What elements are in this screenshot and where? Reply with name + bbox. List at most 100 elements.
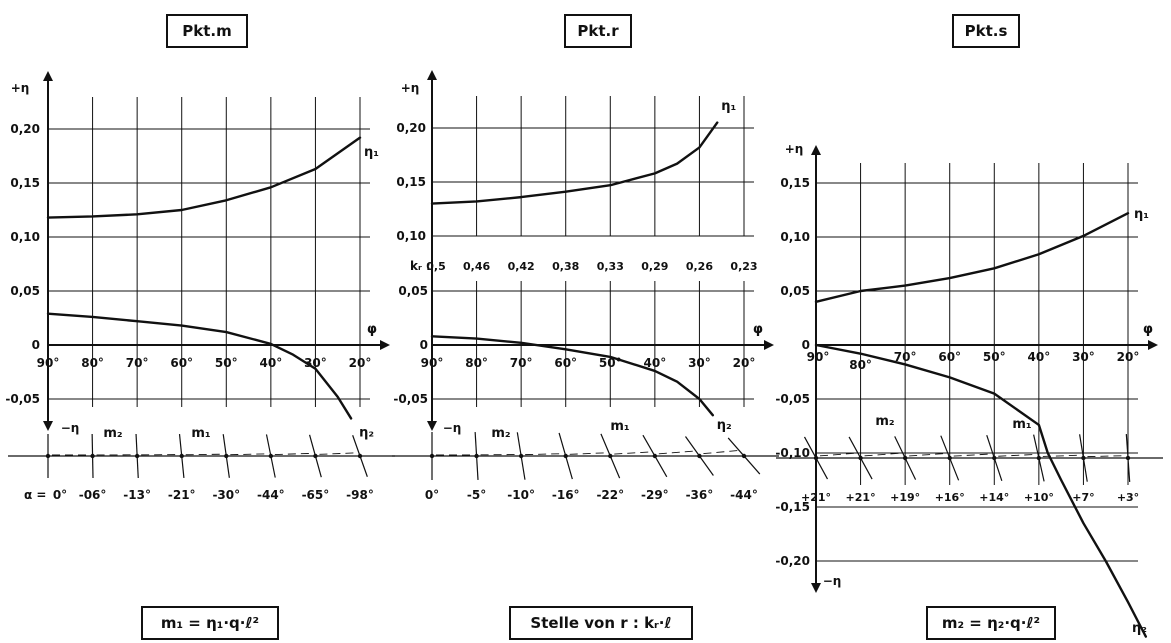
s-y-axis-arrow-up [811, 145, 821, 155]
panel-title-r: Pkt.r [564, 14, 632, 48]
r-xtick-label-2: 70° [510, 356, 533, 370]
m-x-axis-arrow [380, 340, 390, 350]
r-kr-label-3: 0,38 [552, 260, 579, 273]
s-alpha-label-7: +3° [1117, 491, 1139, 504]
m-member-node-6 [313, 453, 318, 459]
r-member-dash-4 [614, 451, 651, 455]
m-ytick-label-2: 0,10 [10, 230, 40, 244]
r-alpha-label-2: -10° [507, 488, 535, 502]
s-y-axis-arrow-down [811, 583, 821, 593]
m-member-node-3 [179, 453, 184, 459]
r-kr-label-1: 0,46 [463, 260, 490, 273]
s-ytick-label-6: -0,15 [775, 500, 810, 514]
r-kr-prefix: kᵣ : [410, 259, 431, 273]
r-x-axis-label: φ [753, 322, 763, 337]
s-xtick-label-6: 30° [1072, 350, 1095, 364]
r-xtick-label-1: 80° [465, 356, 488, 370]
m-xtick-label-1: 80° [81, 356, 104, 370]
s-alpha-label-6: +7° [1072, 491, 1094, 504]
m-member-node-4 [224, 453, 229, 459]
s-alpha-label-2: +19° [890, 491, 920, 504]
m-member-node-0 [45, 453, 51, 459]
s-m2-label: m₂ [875, 414, 894, 429]
m-member-node-5 [268, 453, 274, 459]
r-member-node-5 [652, 453, 658, 459]
r-y-axis-arrow-down [427, 421, 437, 431]
r-member-node-1 [474, 453, 479, 459]
m-m2-label: m₂ [103, 426, 122, 441]
m-ytick-label-1: 0,15 [10, 176, 40, 190]
r-series-eta2 [430, 335, 714, 417]
r-alpha-label-1: -5° [467, 488, 486, 502]
r-alpha-label-7: -44° [730, 488, 758, 502]
m-alpha-prefix: α = [24, 488, 46, 502]
r-x-axis-arrow [764, 340, 774, 350]
s-ytick-label-0: 0,15 [780, 176, 810, 190]
m-alpha-label-1: -06° [79, 488, 107, 502]
panel-title-m: Pkt.m [166, 14, 248, 48]
r-alpha-label-6: -36° [686, 488, 714, 502]
r-member-node-2 [518, 453, 524, 459]
m-member-dash-3 [185, 453, 223, 456]
s-member-node-1 [858, 455, 863, 461]
r-y-axis-label: +η [401, 81, 420, 95]
m-member-node-2 [134, 453, 140, 459]
m-y-axis-arrow-up [43, 71, 53, 81]
s-member-dash-1 [864, 452, 902, 457]
s-ytick-label-7: -0,20 [775, 554, 810, 568]
r-member-dash-6 [703, 449, 741, 455]
s-member-node-5 [1036, 455, 1042, 461]
s-series-eta2 [814, 343, 1148, 638]
s-alpha-label-3: +16° [935, 491, 965, 504]
m-y-axis-arrow-down [43, 421, 53, 431]
s-series-eta1-label: η₁ [1134, 207, 1149, 222]
s-member-node-6 [1081, 455, 1086, 461]
r-kr-label-6: 0,26 [686, 260, 713, 273]
s-series-eta2-label: η₂ [1132, 621, 1147, 636]
s-ytick-label-5: -0,10 [775, 446, 810, 460]
r-kr-label-0: 0,5 [426, 260, 446, 273]
r-ytick-lower-label-1: 0 [420, 338, 428, 352]
m-alpha-label-5: -44° [257, 488, 285, 502]
m-ytick-label-3: 0,05 [10, 284, 40, 298]
r-xtick-label-6: 30° [688, 356, 711, 370]
s-member-node-3 [947, 455, 952, 461]
r-kr-label-4: 0,33 [597, 260, 624, 273]
s-member-node-7 [1125, 455, 1131, 461]
r-alpha-label-5: -29° [641, 488, 669, 502]
r-member-node-3 [563, 453, 568, 459]
r-ytick-lower-label-0: 0,05 [398, 284, 428, 298]
r-alpha-label-0: 0° [425, 488, 439, 502]
s-m1-label: m₁ [1012, 417, 1031, 432]
m-series-eta2 [46, 312, 353, 420]
r-member-node-7 [741, 453, 747, 459]
formula-stelle-r: Stelle von r : kᵣ·ℓ [509, 606, 693, 640]
s-member-dash-2 [909, 453, 946, 457]
s-y-axis-neg-label: −η [823, 574, 842, 588]
r-xtick-label-5: 40° [644, 356, 667, 370]
s-ytick-label-3: 0 [802, 338, 810, 352]
r-series-eta1-label: η₁ [721, 99, 736, 114]
m-alpha-label-2: -13° [123, 488, 151, 502]
s-member-dash-0 [819, 452, 857, 457]
s-member-dash-6 [1087, 455, 1125, 458]
m-xtick-label-7: 20° [349, 356, 372, 370]
m-series-eta1 [46, 136, 362, 219]
m-y-axis-label: +η [11, 81, 30, 95]
r-kr-label-7: 0,23 [730, 260, 757, 273]
m-xtick-label-3: 60° [170, 356, 193, 370]
m-xtick-label-0: 90° [37, 356, 60, 370]
s-alpha-label-0: +21° [801, 491, 831, 504]
s-member-node-2 [902, 455, 908, 461]
s-xtick-label-0: 90° [807, 350, 830, 364]
m-alpha-label-7: -98° [346, 488, 374, 502]
m-xtick-label-4: 50° [215, 356, 238, 370]
m-x-axis-label: φ [367, 322, 377, 337]
s-member-dash-5 [1042, 454, 1080, 457]
r-m1-label: m₁ [610, 419, 629, 434]
s-x-axis-label: φ [1143, 322, 1153, 337]
r-ytick-upper-label-0: 0,20 [396, 121, 426, 135]
formula-m2: m₂ = η₂·q·ℓ² [926, 606, 1056, 640]
m-y-axis-neg-label: −η [61, 421, 80, 435]
formula-m1: m₁ = η₁·q·ℓ² [141, 606, 279, 640]
